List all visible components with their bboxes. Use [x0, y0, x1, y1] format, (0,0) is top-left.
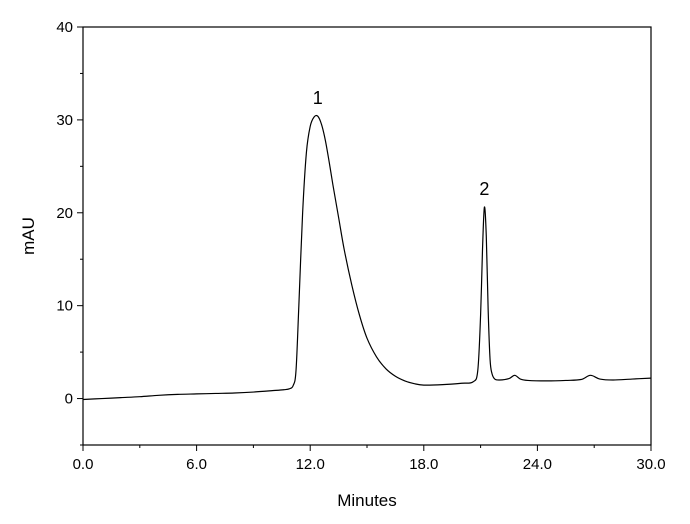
x-tick-label: 30.0 — [636, 456, 665, 473]
peak-label-1: 1 — [313, 88, 323, 108]
y-tick-label: 10 — [56, 298, 73, 315]
y-tick-label: 20 — [56, 205, 73, 222]
x-tick-label: 18.0 — [409, 456, 438, 473]
chromatogram-trace — [82, 114, 652, 401]
x-tick-label: 24.0 — [523, 456, 552, 473]
x-axis-label: Minutes — [337, 491, 397, 510]
x-tick-label: 12.0 — [296, 456, 325, 473]
peak-label-2: 2 — [479, 179, 489, 199]
x-tick-label: 0.0 — [73, 456, 94, 473]
y-tick-label: 40 — [56, 19, 73, 36]
y-tick-label: 30 — [56, 112, 73, 129]
x-tick-label: 6.0 — [186, 456, 207, 473]
y-axis-label: mAU — [19, 217, 38, 255]
peak-annotations: 12 — [313, 88, 490, 199]
y-axis-ticks: 0 10 20 30 40 — [56, 19, 83, 446]
y-tick-label: 0 — [65, 391, 73, 408]
plot-frame — [82, 26, 652, 446]
x-axis-ticks: 0.0 6.0 12.0 18.0 24.0 30.0 — [73, 445, 666, 473]
